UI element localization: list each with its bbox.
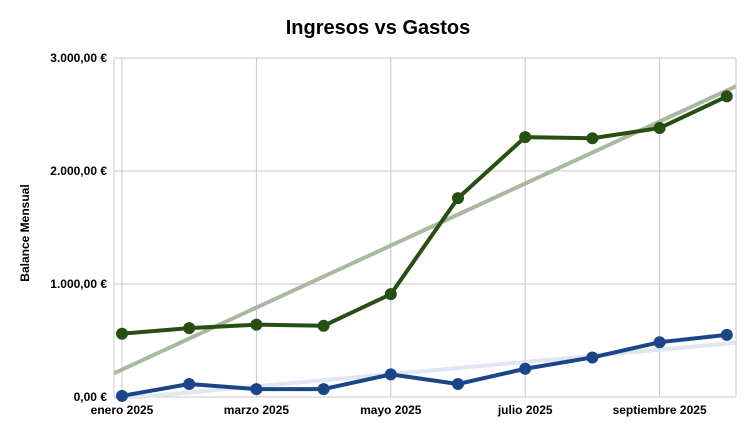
y-tick-label: 3.000,00 € [50,51,107,65]
series-1-point [116,327,128,340]
x-tick-label: enero 2025 [91,403,154,417]
series-1-point [452,192,464,205]
series-1-point [720,90,733,103]
series-1 [116,90,733,340]
series-1-point [317,319,330,332]
x-tick-label: julio 2025 [497,403,553,417]
series-2-point [452,378,464,391]
x-tick-label: septiembre 2025 [613,403,707,417]
series-2-point [250,383,263,396]
series-1-point [183,322,196,335]
series-2 [116,328,733,402]
y-axis-title: Balance Mensual [18,184,32,281]
grid [113,57,737,398]
series-1-point [586,132,599,145]
series-2-point [317,383,330,396]
x-tick-label: marzo 2025 [224,403,290,417]
series-1-point [519,131,532,144]
tick-labels: 0,00 € 1.000,00 € 2.000,00 € 3.000,00 € ener… [50,51,707,417]
y-tick-label: 1.000,00 € [50,277,107,291]
series-lines [116,90,733,402]
series-2-point [653,336,666,349]
series-2-point [519,362,532,375]
series-2-point [586,351,599,364]
series-1-point [384,288,397,301]
series-2-point [384,368,397,381]
x-tick-label: mayo 2025 [360,403,422,417]
series-2-point [720,328,733,341]
series-1-point [250,318,263,331]
series-2-point [183,378,196,391]
series-1-point [653,122,666,135]
chart-title: Ingresos vs Gastos [286,17,471,39]
series-1-line [120,94,729,336]
series-2-point [116,389,128,402]
y-tick-label: 2.000,00 € [50,164,107,178]
trendline-2 [114,340,736,399]
y-tick-label: 0,00 € [74,390,108,404]
series-2-line [120,332,729,398]
